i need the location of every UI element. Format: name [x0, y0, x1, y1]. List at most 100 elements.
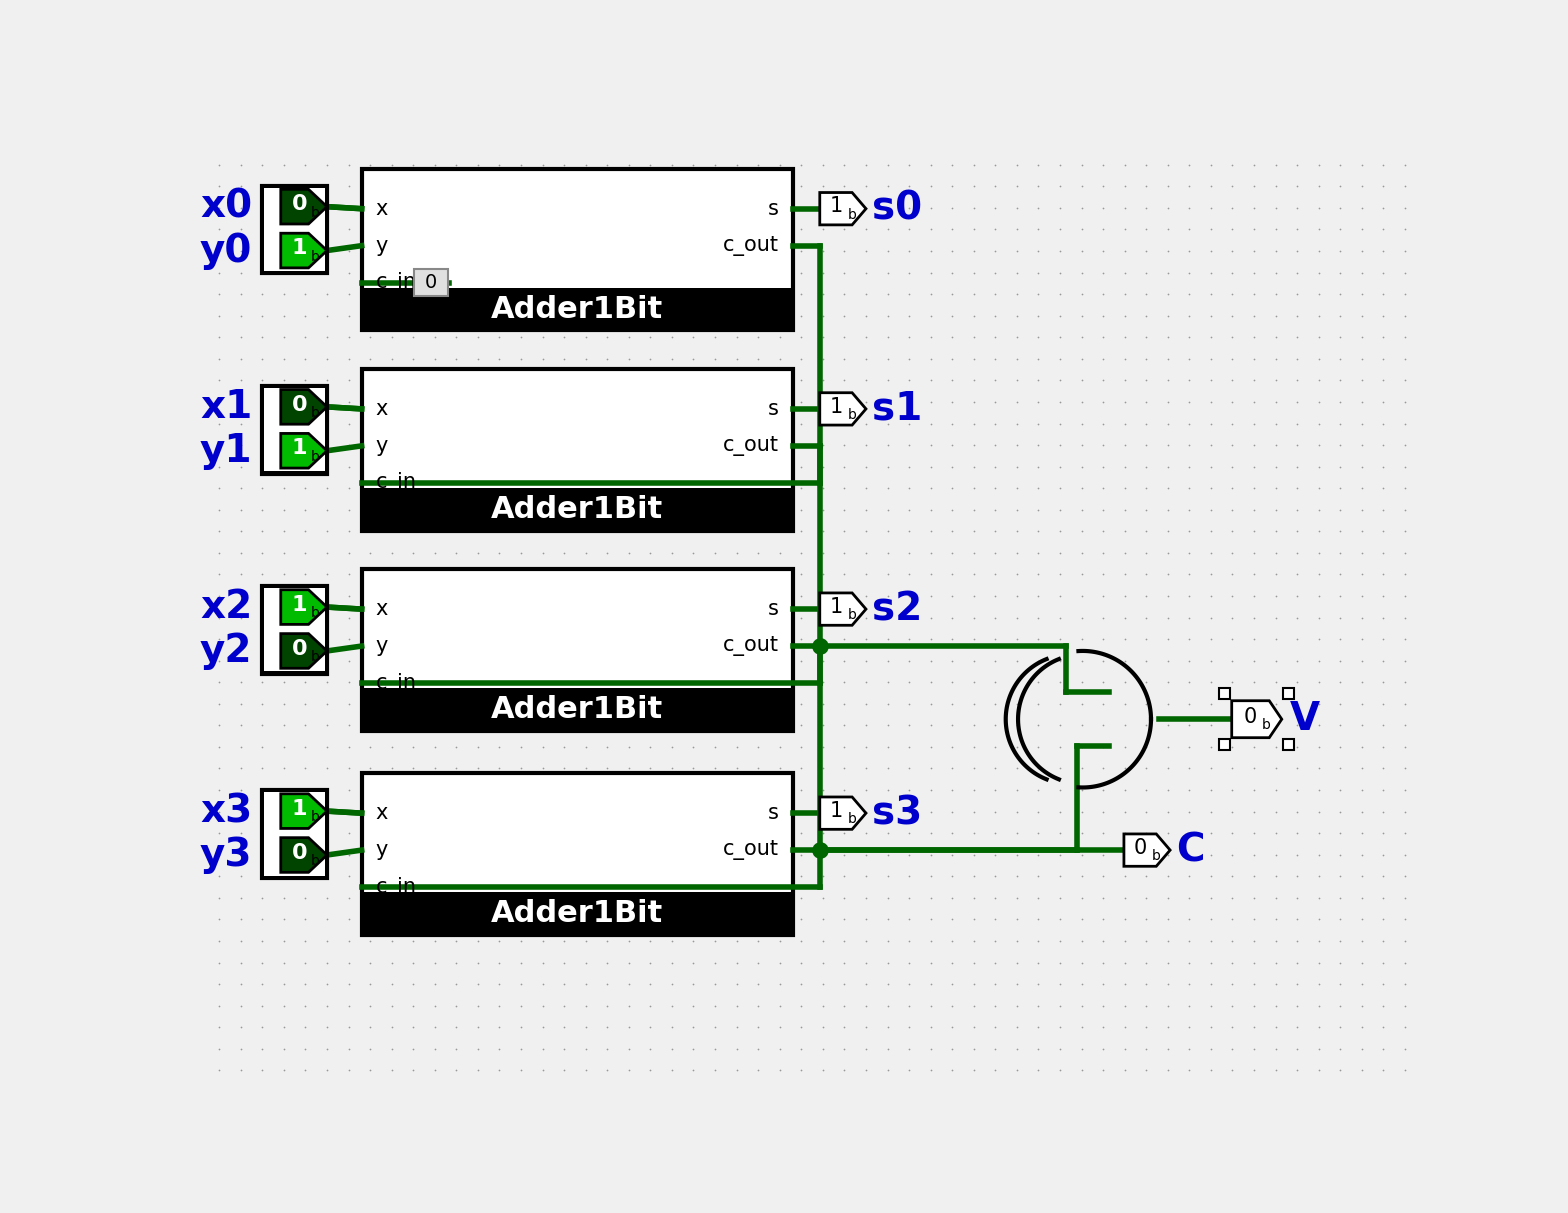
Text: 1: 1: [292, 799, 307, 819]
Text: b: b: [310, 854, 320, 869]
Text: 1: 1: [292, 594, 307, 615]
Bar: [263, 388, 325, 429]
Text: c_in: c_in: [375, 877, 417, 898]
Text: 0: 0: [292, 843, 307, 862]
Text: y: y: [375, 435, 387, 456]
Bar: [362, 569, 793, 730]
Text: b: b: [847, 207, 856, 222]
Text: b: b: [1262, 718, 1270, 733]
Text: b: b: [310, 406, 320, 420]
Text: y1: y1: [199, 432, 252, 469]
Bar: [263, 835, 325, 876]
Text: 1: 1: [829, 801, 842, 821]
Text: 1: 1: [292, 238, 307, 258]
Text: s2: s2: [872, 590, 922, 628]
Text: c_out: c_out: [723, 841, 779, 860]
Text: y0: y0: [199, 232, 252, 269]
Polygon shape: [281, 590, 328, 625]
Text: b: b: [310, 606, 320, 620]
Polygon shape: [281, 189, 328, 224]
Text: 1: 1: [829, 397, 842, 416]
Text: s: s: [768, 199, 779, 218]
Bar: [362, 287, 793, 330]
Bar: [1220, 689, 1231, 699]
Bar: [262, 386, 328, 473]
Text: 0: 0: [292, 394, 307, 415]
Text: Adder1Bit: Adder1Bit: [491, 495, 663, 524]
Bar: [263, 188, 325, 229]
Polygon shape: [281, 838, 328, 872]
Bar: [262, 586, 328, 673]
Text: x: x: [375, 599, 387, 619]
Bar: [263, 588, 325, 630]
Text: b: b: [847, 813, 856, 826]
Polygon shape: [281, 389, 328, 425]
Text: b: b: [847, 408, 856, 422]
Text: 1: 1: [292, 438, 307, 459]
Polygon shape: [1124, 835, 1170, 866]
Bar: [362, 893, 793, 935]
Text: x1: x1: [201, 388, 252, 426]
Polygon shape: [820, 593, 866, 625]
Text: c_in: c_in: [375, 472, 417, 494]
Bar: [263, 429, 325, 472]
Polygon shape: [281, 233, 328, 268]
Text: s: s: [768, 399, 779, 418]
Text: s3: s3: [872, 795, 922, 832]
Bar: [362, 773, 793, 935]
Text: x: x: [375, 199, 387, 218]
Text: s: s: [768, 599, 779, 619]
Text: b: b: [310, 450, 320, 463]
Polygon shape: [281, 793, 328, 828]
Bar: [362, 169, 793, 330]
Text: b: b: [310, 810, 320, 825]
Polygon shape: [281, 633, 328, 668]
Text: s0: s0: [872, 189, 922, 228]
Text: x: x: [375, 803, 387, 824]
Bar: [1283, 739, 1294, 750]
Text: b: b: [847, 608, 856, 622]
Text: b: b: [310, 650, 320, 664]
Text: c_in: c_in: [375, 272, 417, 294]
Text: y3: y3: [199, 836, 252, 875]
Text: b: b: [310, 206, 320, 220]
Bar: [263, 229, 325, 270]
Text: c_out: c_out: [723, 235, 779, 256]
Text: x0: x0: [201, 188, 252, 226]
Bar: [362, 488, 793, 530]
Text: 1: 1: [829, 597, 842, 616]
Text: V: V: [1289, 700, 1320, 739]
Text: 0: 0: [425, 273, 437, 292]
Bar: [362, 689, 793, 730]
Bar: [414, 269, 448, 296]
Text: Adder1Bit: Adder1Bit: [491, 295, 663, 324]
Text: 1: 1: [829, 197, 842, 216]
Polygon shape: [281, 433, 328, 468]
Bar: [362, 369, 793, 530]
Bar: [1220, 739, 1231, 750]
Text: 0: 0: [292, 194, 307, 215]
Polygon shape: [820, 193, 866, 224]
Polygon shape: [1232, 701, 1281, 738]
Bar: [263, 630, 325, 672]
Bar: [262, 186, 328, 273]
Text: x2: x2: [201, 588, 252, 626]
Polygon shape: [820, 797, 866, 830]
Text: 0: 0: [292, 639, 307, 659]
Text: 0: 0: [1243, 707, 1258, 727]
Text: y: y: [375, 841, 387, 860]
Text: x: x: [375, 399, 387, 418]
Bar: [263, 792, 325, 835]
Text: x3: x3: [201, 792, 252, 830]
Bar: [262, 790, 328, 878]
Text: Adder1Bit: Adder1Bit: [491, 695, 663, 724]
Text: b: b: [1151, 849, 1160, 864]
Text: C: C: [1176, 831, 1204, 869]
Text: 0: 0: [1134, 838, 1146, 858]
Text: y: y: [375, 235, 387, 256]
Text: s: s: [768, 803, 779, 824]
Text: y: y: [375, 636, 387, 656]
Text: c_in: c_in: [375, 672, 417, 694]
Text: c_out: c_out: [723, 636, 779, 656]
Bar: [1283, 689, 1294, 699]
